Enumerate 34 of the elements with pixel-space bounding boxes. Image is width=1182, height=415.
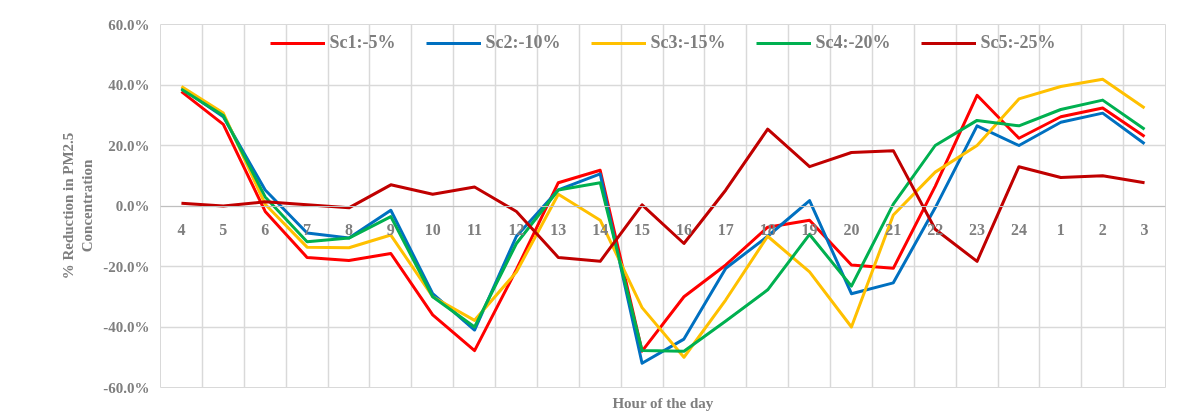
x-tick-label: 5 bbox=[219, 221, 228, 238]
y-tick-label: -60.0% bbox=[103, 379, 150, 396]
x-tick-label: 8 bbox=[344, 221, 353, 238]
y-tick-label: -20.0% bbox=[103, 258, 150, 275]
x-tick-label: 2 bbox=[1098, 221, 1107, 238]
x-tick-label: 20 bbox=[843, 221, 860, 238]
x-tick-label: 16 bbox=[675, 221, 692, 238]
x-tick-label: 18 bbox=[759, 221, 776, 238]
legend-label: Sc5:-25% bbox=[980, 32, 1056, 53]
x-tick-label: 9 bbox=[386, 221, 395, 238]
x-tick-label: 24 bbox=[1010, 221, 1027, 238]
legend-label: Sc4:-20% bbox=[815, 32, 891, 53]
x-tick-label: 11 bbox=[467, 221, 483, 238]
y-axis-title: % Reduction in PM2.5 Concentration bbox=[60, 132, 96, 280]
x-tick-label: 6 bbox=[261, 221, 270, 238]
x-axis-title: Hour of the day bbox=[612, 394, 714, 411]
y-tick-label: 60.0% bbox=[108, 16, 150, 33]
x-tick-label: 15 bbox=[634, 221, 651, 238]
x-tick-label: 23 bbox=[969, 221, 986, 238]
legend-label: Sc3:-15% bbox=[650, 32, 726, 53]
y-tick-label: -40.0% bbox=[103, 319, 150, 335]
y-tick-label: 0.0% bbox=[115, 198, 150, 214]
x-tick-label: 17 bbox=[717, 221, 734, 238]
x-tick-label: 4 bbox=[177, 221, 186, 238]
x-tick-label: 19 bbox=[801, 221, 818, 238]
x-tick-label: 10 bbox=[424, 221, 441, 238]
x-tick-label: 13 bbox=[550, 221, 567, 238]
y-tick-label: 20.0% bbox=[108, 137, 150, 154]
y-tick-label: 40.0% bbox=[108, 77, 150, 93]
legend-label: Sc2:-10% bbox=[485, 32, 561, 53]
legend-label: Sc1:-5% bbox=[329, 32, 396, 53]
x-tick-label: 1 bbox=[1056, 221, 1065, 238]
line-series bbox=[179, 127, 1147, 263]
x-tick-label: 3 bbox=[1140, 221, 1149, 238]
